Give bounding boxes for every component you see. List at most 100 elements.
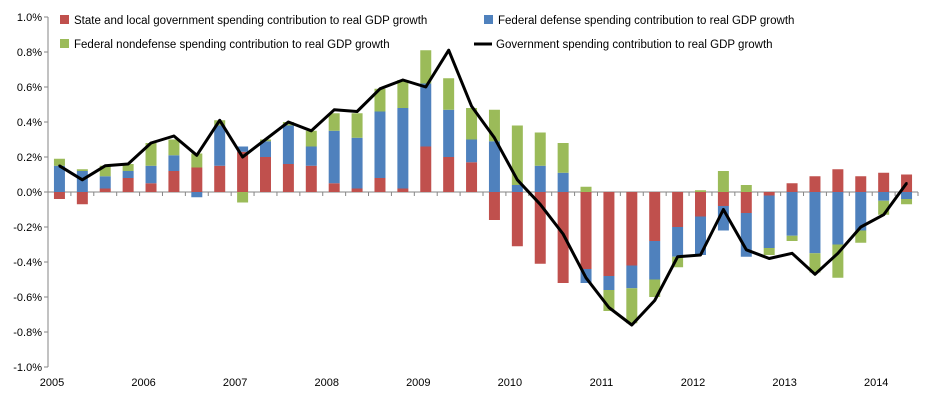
bar-segment xyxy=(237,146,249,152)
line-point xyxy=(447,49,450,52)
bar-segment xyxy=(145,183,157,192)
legend-label: Federal defense spending contribution to… xyxy=(498,15,794,27)
bar-segment xyxy=(603,290,615,311)
y-tick-label: -0.4% xyxy=(13,257,42,269)
bar-segment xyxy=(740,192,752,213)
bar-segment xyxy=(351,137,363,189)
bar-segment xyxy=(809,253,821,273)
bar-segment xyxy=(466,139,478,163)
bar-segment xyxy=(76,171,88,192)
bar-segment xyxy=(763,195,775,248)
bar-segment xyxy=(466,162,478,192)
line-point xyxy=(836,252,840,255)
line-point xyxy=(882,213,885,216)
bar-segment xyxy=(420,50,432,84)
bar-segment xyxy=(855,230,867,243)
bar-segment xyxy=(282,125,294,164)
bar-segment xyxy=(443,78,455,110)
y-tick-label: 1.0% xyxy=(17,12,42,24)
line-point xyxy=(195,154,199,157)
bar-segment xyxy=(122,178,134,192)
bar-segment xyxy=(351,113,363,138)
bar-segment xyxy=(191,153,203,168)
line-point xyxy=(81,178,84,181)
bar-segment xyxy=(832,244,844,278)
bar-segment xyxy=(374,111,386,178)
legend-label: State and local government spending cont… xyxy=(74,15,427,27)
line-point xyxy=(401,78,405,82)
bar-segment xyxy=(763,248,775,255)
line-point xyxy=(104,164,107,167)
line-point xyxy=(332,108,336,111)
bar-segment xyxy=(901,192,913,199)
bar-segment xyxy=(534,192,546,264)
x-tick-label: 2012 xyxy=(681,377,705,389)
bar-segment xyxy=(328,113,340,131)
bar-segment xyxy=(717,171,729,192)
bar-segment xyxy=(328,183,340,192)
bar-segment xyxy=(260,141,271,157)
line-point xyxy=(699,253,702,257)
bar-segment xyxy=(649,279,661,297)
bar-segment xyxy=(626,288,638,324)
bar-segment xyxy=(534,165,546,192)
bar-segment xyxy=(191,167,203,192)
bar-segment xyxy=(76,169,88,171)
line-point xyxy=(126,162,130,166)
line-point xyxy=(630,323,634,327)
y-tick-label: 0.8% xyxy=(17,47,42,59)
x-tick-label: 2007 xyxy=(223,377,247,389)
bar-segment xyxy=(466,108,478,140)
bar-segment xyxy=(672,256,684,268)
bar-segment xyxy=(305,165,317,192)
line-point xyxy=(310,129,313,132)
line-point xyxy=(561,232,565,236)
bar-segment xyxy=(626,192,638,266)
bar-segment xyxy=(488,109,500,142)
bar-segment xyxy=(511,125,523,185)
line-point xyxy=(149,141,153,145)
line-point xyxy=(539,203,542,206)
x-tick-label: 2014 xyxy=(864,377,888,389)
bar-segment xyxy=(76,192,88,205)
bar-segment xyxy=(214,125,226,166)
bar-segment xyxy=(443,109,455,157)
x-tick-label: 2005 xyxy=(40,377,64,389)
bar-segment xyxy=(397,80,409,108)
bar-segment xyxy=(832,192,844,245)
y-tick-label: -0.8% xyxy=(13,327,42,339)
bar-segment xyxy=(809,192,821,254)
bar-segment xyxy=(305,130,317,147)
bar-segment xyxy=(351,188,363,192)
bar-segment xyxy=(145,165,157,184)
bar-segment xyxy=(809,176,821,192)
bar-segment xyxy=(626,265,638,289)
bar-segment xyxy=(878,200,890,215)
bar-segment xyxy=(99,165,111,177)
line-point xyxy=(859,225,862,229)
bar-segment xyxy=(557,143,569,173)
line-point xyxy=(218,119,221,122)
bar-segment xyxy=(695,190,706,192)
legend-label: Federal nondefense spending contribution… xyxy=(74,39,390,51)
line-point xyxy=(813,273,817,276)
bar-segment xyxy=(740,213,752,257)
bar-segment xyxy=(237,192,249,203)
bar-segment xyxy=(53,192,65,199)
bar-segment xyxy=(695,192,706,217)
bar-segment xyxy=(122,171,134,178)
bar-segment xyxy=(374,178,386,192)
legend-swatch xyxy=(60,39,69,48)
bar-segment xyxy=(397,108,409,189)
line-point xyxy=(172,134,176,138)
bar-segment xyxy=(511,192,523,247)
line-point xyxy=(424,85,427,89)
bar-segment xyxy=(901,199,913,205)
tick-labels-layer: 1.0% 0.8% 0.6% 0.4% 0.2% 0.0% -0.2% -0.4% -0.6% -… xyxy=(13,12,888,389)
bar-segment xyxy=(488,141,500,192)
bar-segment xyxy=(557,192,569,283)
legend-swatch xyxy=(484,15,493,24)
bar-segment xyxy=(717,192,729,206)
